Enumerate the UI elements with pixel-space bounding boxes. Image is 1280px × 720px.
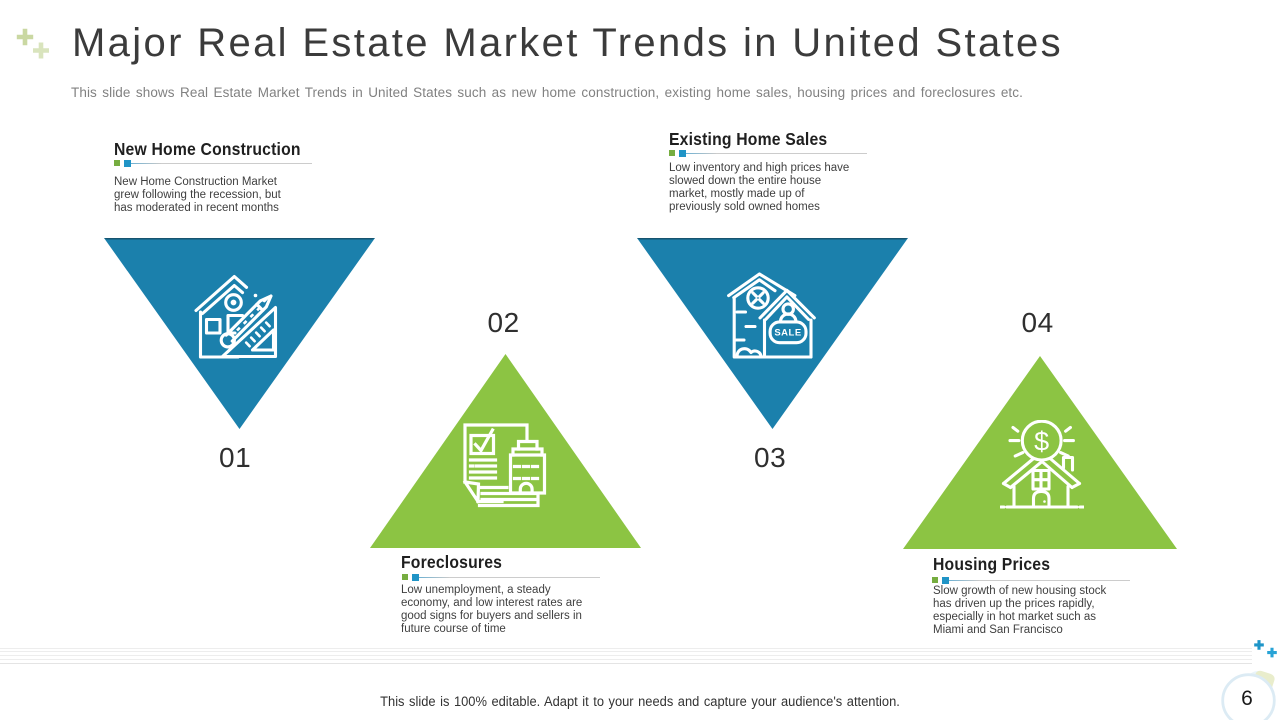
svg-text:$: $ — [1034, 427, 1049, 457]
svg-text:SALE: SALE — [774, 328, 801, 339]
